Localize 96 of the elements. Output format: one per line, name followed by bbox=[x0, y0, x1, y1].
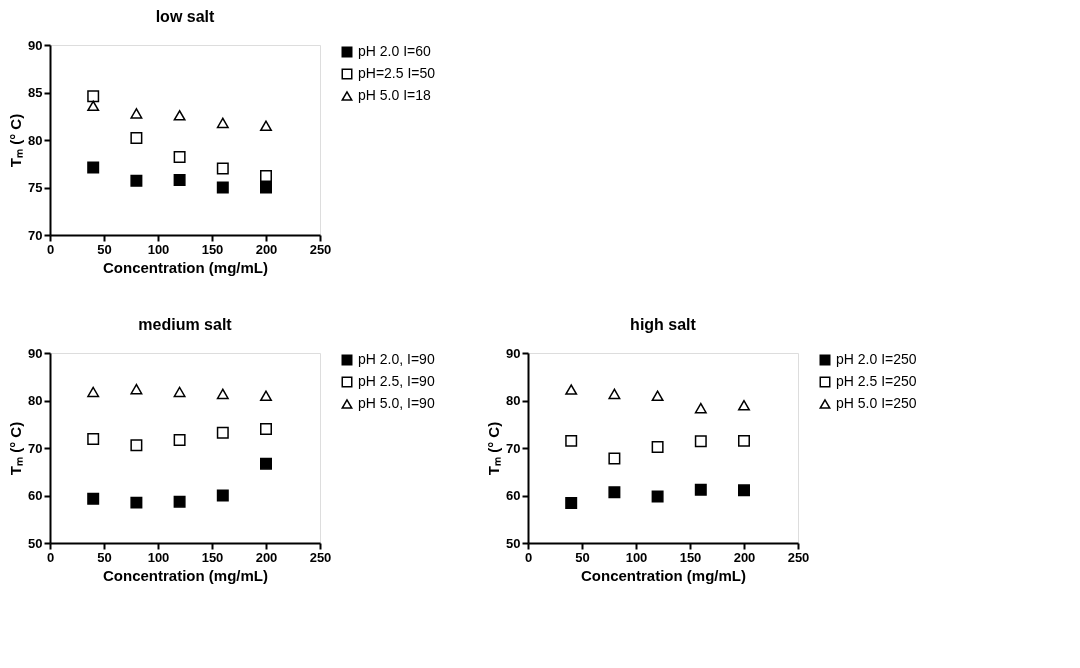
y-tick-label: 60 bbox=[506, 488, 521, 503]
point bbox=[608, 388, 621, 400]
x-tick-label: 50 bbox=[97, 241, 112, 257]
point bbox=[694, 402, 707, 414]
point bbox=[87, 386, 100, 398]
y-axis-title: Tₘ (° C) bbox=[485, 421, 503, 476]
x-axis-title: Concentration (mg/mL) bbox=[103, 258, 268, 276]
point bbox=[260, 181, 272, 194]
point bbox=[87, 492, 100, 505]
point bbox=[738, 399, 750, 411]
chart-title: medium salt bbox=[138, 316, 233, 333]
y-tick-label: 50 bbox=[506, 535, 521, 551]
point bbox=[608, 486, 621, 499]
x-tick-label: 100 bbox=[625, 549, 648, 565]
x-tick-label: 250 bbox=[309, 241, 332, 257]
x-axis-title: Concentration (mg/mL) bbox=[103, 566, 268, 584]
point bbox=[608, 452, 621, 465]
legend-label: pH 2.5, I=90 bbox=[358, 373, 435, 389]
point bbox=[651, 490, 664, 503]
point bbox=[173, 433, 186, 446]
y-tick-label: 70 bbox=[28, 440, 43, 456]
point bbox=[130, 132, 143, 145]
y-tick-label: 90 bbox=[28, 37, 43, 53]
point bbox=[216, 388, 229, 400]
point bbox=[173, 386, 186, 398]
y-axis-title: Tₘ (° C) bbox=[7, 421, 25, 476]
legend-label: pH 2.0 I=250 bbox=[836, 351, 917, 367]
point bbox=[694, 435, 707, 448]
point bbox=[173, 151, 186, 164]
chart-title: high salt bbox=[630, 316, 697, 333]
x-tick-label: 100 bbox=[147, 241, 170, 257]
x-tick-label: 250 bbox=[309, 549, 332, 565]
y-tick-label: 80 bbox=[28, 132, 43, 148]
x-tick-label: 0 bbox=[524, 549, 533, 565]
point bbox=[260, 170, 272, 183]
point bbox=[565, 384, 578, 395]
x-tick-label: 150 bbox=[201, 549, 224, 565]
y-tick-label: 80 bbox=[506, 393, 521, 408]
point bbox=[130, 174, 143, 187]
point bbox=[738, 484, 750, 497]
point bbox=[694, 483, 707, 496]
point bbox=[130, 496, 143, 509]
point bbox=[173, 110, 186, 121]
y-tick-label: 75 bbox=[28, 180, 43, 195]
y-tick-label: 85 bbox=[28, 85, 43, 100]
x-tick-label: 200 bbox=[255, 549, 278, 565]
x-axis-title: Concentration (mg/mL) bbox=[581, 566, 746, 584]
point bbox=[216, 162, 229, 175]
x-tick-label: 0 bbox=[46, 549, 55, 565]
y-tick-label: 90 bbox=[28, 345, 43, 361]
point bbox=[565, 434, 578, 447]
x-tick-label: 50 bbox=[575, 549, 590, 565]
point bbox=[216, 117, 229, 129]
legend-label: pH 5.0 I=18 bbox=[358, 87, 431, 103]
point bbox=[130, 108, 143, 119]
y-tick-label: 60 bbox=[28, 488, 43, 503]
point bbox=[738, 434, 750, 447]
point bbox=[87, 90, 100, 103]
point bbox=[87, 432, 100, 445]
point bbox=[260, 457, 272, 470]
x-tick-label: 50 bbox=[97, 549, 112, 565]
legend-label: pH 5.0 I=250 bbox=[836, 395, 917, 411]
point bbox=[173, 173, 186, 186]
x-tick-label: 0 bbox=[46, 241, 55, 257]
x-tick-label: 100 bbox=[147, 549, 170, 565]
point bbox=[87, 100, 100, 112]
x-tick-label: 200 bbox=[255, 241, 278, 257]
y-tick-label: 80 bbox=[28, 393, 43, 408]
point bbox=[565, 497, 578, 510]
x-tick-label: 250 bbox=[787, 549, 810, 565]
point bbox=[87, 161, 100, 174]
legend-label: pH 2.5 I=250 bbox=[836, 373, 917, 389]
chart-title: low salt bbox=[155, 8, 216, 25]
x-tick-label: 150 bbox=[679, 549, 702, 565]
point bbox=[130, 439, 143, 452]
y-tick-label: 50 bbox=[28, 535, 43, 551]
point bbox=[216, 426, 229, 439]
legend-label: pH 2.0 I=60 bbox=[358, 43, 431, 59]
legend-label: pH=2.5 I=50 bbox=[358, 65, 436, 81]
point bbox=[216, 489, 229, 502]
y-tick-label: 70 bbox=[506, 440, 521, 456]
point bbox=[130, 383, 143, 395]
y-tick-label: 70 bbox=[28, 227, 43, 243]
y-tick-label: 90 bbox=[506, 345, 521, 361]
point bbox=[216, 181, 229, 194]
point bbox=[260, 120, 272, 132]
y-axis-title: Tₘ (° C) bbox=[7, 113, 25, 168]
legend-label: pH 5.0, I=90 bbox=[358, 395, 435, 411]
x-tick-label: 150 bbox=[201, 241, 224, 257]
legend-label: pH 2.0, I=90 bbox=[358, 351, 435, 367]
point bbox=[651, 441, 664, 454]
point bbox=[260, 390, 272, 402]
point bbox=[260, 423, 272, 435]
point bbox=[173, 495, 186, 508]
x-tick-label: 200 bbox=[733, 549, 756, 565]
point bbox=[651, 390, 664, 402]
